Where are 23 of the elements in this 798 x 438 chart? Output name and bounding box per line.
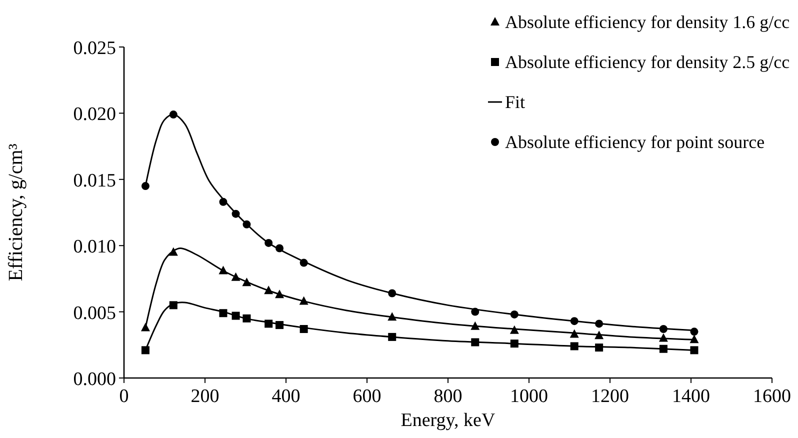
x-tick-label: 600 [352, 386, 382, 407]
x-tick-label: 1200 [591, 386, 629, 407]
legend-label: Absolute efficiency for density 2.5 g/cc [505, 52, 790, 72]
legend-label: Absolute efficiency for density 1.6 g/cc [505, 12, 790, 32]
point [570, 329, 579, 338]
x-tick-label: 200 [190, 386, 220, 407]
y-tick-label: 0.005 [73, 302, 116, 324]
y-tick-label: 0.000 [73, 369, 116, 390]
y-tick-label: 0.010 [73, 236, 116, 258]
y-tick-label: 0.015 [73, 170, 116, 192]
x-tick-label: 0 [119, 386, 129, 407]
x-tick-label: 1600 [753, 386, 791, 407]
y-axis-title: Efficiency, g/cm³ [5, 144, 27, 282]
x-tick-label: 800 [434, 386, 462, 407]
x-tick-label: 1400 [672, 386, 710, 407]
legend-label: Absolute efficiency for point source [505, 132, 765, 152]
x-tick-label: 400 [272, 386, 300, 407]
x-axis-title: Energy, keV [400, 410, 496, 431]
y-tick-label: 0.020 [73, 104, 116, 126]
y-tick-label: 0.025 [73, 38, 116, 59]
point [510, 325, 519, 334]
legend-label: Fit [505, 92, 526, 112]
x-tick-label: 1000 [510, 386, 548, 407]
